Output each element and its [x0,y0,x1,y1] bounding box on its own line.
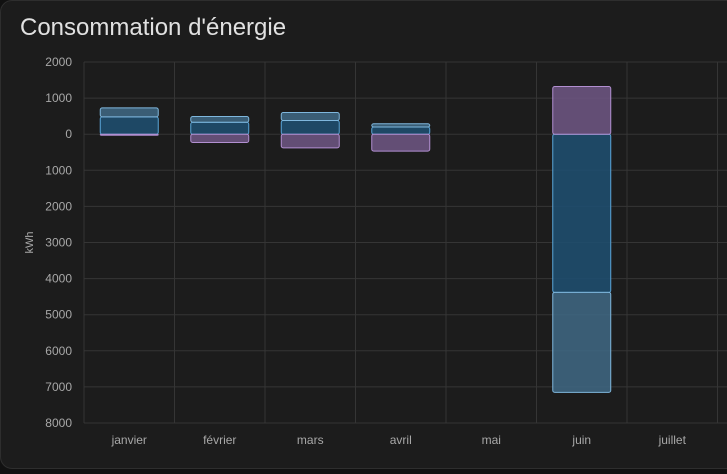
card-title: Consommation d'énergie [20,14,287,41]
bar-segment [190,116,250,123]
bar-segment [190,121,250,135]
x-tick-label: mai [482,433,501,447]
bar-segment [99,107,159,118]
bar-segment [371,123,431,128]
y-tick-label: 6000 [45,344,72,358]
y-tick-label: 0 [65,127,72,141]
x-tick-label: juin [571,433,591,447]
bar-segment [190,133,250,144]
y-tick-label: 1000 [45,163,72,177]
y-tick-label: 4000 [45,272,72,286]
y-tick-label: 5000 [45,308,72,322]
x-tick-label: avril [390,433,412,447]
y-tick-label: 8000 [45,416,72,430]
bar-segment [371,126,431,135]
y-tick-label: 2000 [45,199,72,213]
y-tick-label: 2000 [45,55,72,69]
bar-segment [99,116,159,135]
x-tick-label: février [203,433,236,447]
bar-segment [280,112,340,121]
y-tick-label: 7000 [45,380,72,394]
bar-segment [552,86,612,135]
bar-segment [552,291,612,393]
bar-segment [552,133,612,293]
y-axis-label: kWh [24,232,36,254]
y-tick-label: 1000 [45,91,72,105]
y-tick-label: 3000 [45,236,72,250]
x-tick-label: mars [297,433,324,447]
bar-segment [280,133,340,149]
bar-segment [280,119,340,135]
bar-segment [371,133,431,152]
bar-segment [99,133,159,136]
x-tick-label: juillet [658,433,687,447]
x-tick-label: janvier [111,433,147,447]
